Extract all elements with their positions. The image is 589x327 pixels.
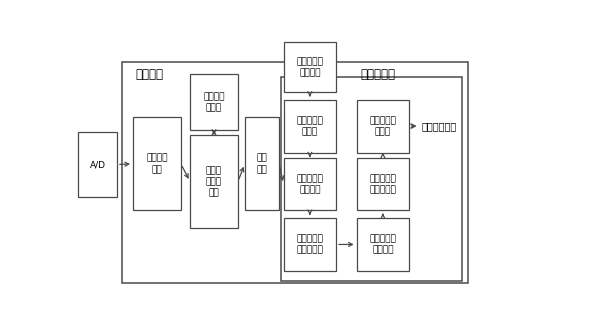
Bar [78,132,117,197]
Text: 捕获结果输出: 捕获结果输出 [422,121,456,131]
Text: 第一级相干
积分模块: 第一级相干 积分模块 [296,174,323,194]
Text: 采样数
据控制
模块: 采样数 据控制 模块 [206,166,222,197]
Text: 本地扩频码
产生模块: 本地扩频码 产生模块 [296,57,323,77]
Bar [190,135,238,228]
Bar [245,117,279,211]
Text: A/D: A/D [90,160,105,169]
Bar [121,62,468,284]
Bar [284,100,336,152]
Bar [282,77,462,281]
Bar [357,218,409,271]
Bar [284,42,336,92]
Bar [190,75,238,130]
Bar [284,158,336,211]
Bar [357,158,409,211]
Text: 第三级非相
干积分模块: 第三级非相 干积分模块 [369,174,396,194]
Text: 采样数据
存储器: 采样数据 存储器 [203,92,225,112]
Text: 混频
模块: 混频 模块 [257,154,267,174]
Bar [284,218,336,271]
Text: 本地扩频码
存储器: 本地扩频码 存储器 [296,116,323,136]
Text: 数据处理
模块: 数据处理 模块 [146,154,168,174]
Bar [133,117,181,211]
Text: 第二级相干
积分模块: 第二级相干 积分模块 [369,234,396,254]
Text: 单捕获引擎: 单捕获引擎 [360,68,395,81]
Text: 捕获单元: 捕获单元 [135,68,163,81]
Text: 门限控制比
较模块: 门限控制比 较模块 [369,116,396,136]
Text: 第一级相干
数据存储器: 第一级相干 数据存储器 [296,234,323,254]
Bar [357,100,409,152]
